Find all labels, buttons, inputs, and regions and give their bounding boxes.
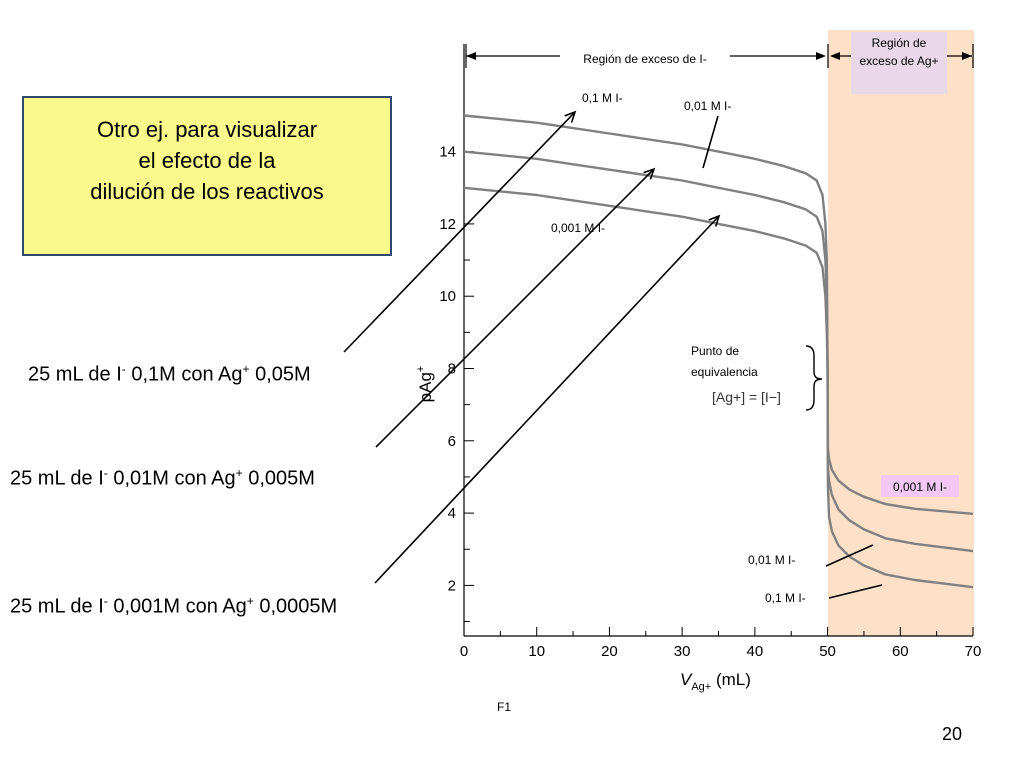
condition-pointer-head <box>643 167 656 180</box>
condition-pointer-head <box>708 214 721 227</box>
region-excess-ag-label: Región de exceso de Ag+ <box>859 36 939 68</box>
annotation-leader <box>828 584 883 599</box>
annotation-bg <box>881 475 959 497</box>
y-tick-label: 12 <box>439 216 456 233</box>
curve-series-5 <box>826 368 974 553</box>
curve-series-2 <box>463 150 829 369</box>
condition-pointer-2 <box>375 168 655 448</box>
equivalence-label-line1: Punto de <box>691 344 739 358</box>
annotation-leader <box>702 115 719 169</box>
page-number: 20 <box>941 724 962 744</box>
condition-pointer-3 <box>374 215 720 584</box>
y-tick-label: 4 <box>448 505 456 522</box>
y-tick-label: 10 <box>439 288 456 305</box>
source-label: F1 <box>497 700 512 714</box>
curve-annotation-label: 0,01 M I- <box>684 99 731 113</box>
excess-ag-region <box>828 30 974 636</box>
x-tick-label: 20 <box>601 643 618 660</box>
curve-series-3 <box>463 186 829 369</box>
x-tick-label: 30 <box>674 643 691 660</box>
note-box: Otro ej. para visualizar el efecto de la… <box>22 96 392 256</box>
curve-annotation-label: 0,001 M I- <box>551 221 605 235</box>
x-tick-label: 60 <box>892 643 909 660</box>
curve-series-6 <box>826 368 974 515</box>
note-line-2: el efecto de la <box>138 148 276 173</box>
condition-pointer-1 <box>343 111 576 353</box>
region-excess-ag: Región de exceso de Ag+ <box>830 32 974 94</box>
condition-pointer-head <box>564 110 577 123</box>
condition-label-3: 25 mL de I- 0,001M con Ag+ 0,0005M <box>10 594 338 618</box>
x-tick-label: 0 <box>460 643 468 660</box>
region-excess-i: Región de exceso de I- <box>465 44 829 68</box>
curves <box>463 114 974 589</box>
y-axis-title: pAg+ <box>415 366 435 403</box>
note-line-1: Otro ej. para visualizar <box>96 117 318 142</box>
y-tick-label: 8 <box>448 361 456 378</box>
x-tick-label: 40 <box>747 643 764 660</box>
condition-pointers <box>343 110 721 584</box>
note-line-3: dilución de los reactivos <box>90 179 324 204</box>
condition-label-1: 25 mL de I- 0,1M con Ag+ 0,05M <box>28 362 311 386</box>
axes: 0 10 20 30 40 50 60 70 2 4 6 8 10 12 14 <box>439 44 981 660</box>
condition-label-2: 25 mL de I- 0,01M con Ag+ 0,005M <box>10 466 315 490</box>
equivalence-label-line2: equivalencia <box>691 365 758 379</box>
x-tick-label: 10 <box>528 643 545 660</box>
x-tick-label: 70 <box>965 643 982 660</box>
curve-series-4 <box>826 368 974 589</box>
curve-annotation-label: 0,1 M I- <box>582 91 623 105</box>
region-excess-i-label: Región de exceso de I- <box>583 52 706 66</box>
equivalence-formula: [Ag+] = [I−] <box>712 389 781 405</box>
y-tick-label: 2 <box>448 577 456 594</box>
x-tick-label: 50 <box>819 643 836 660</box>
y-tick-label: 14 <box>439 144 456 161</box>
equivalence-brace <box>805 345 823 411</box>
equivalence-point-note: Punto de equivalencia [Ag+] = [I−] <box>691 344 823 411</box>
y-tick-label: 6 <box>448 433 456 450</box>
annotation-leader <box>825 544 874 567</box>
curve-annotation-label: 0,1 M I- <box>765 591 806 605</box>
curve-annotation-label: 0,001 M I- <box>893 480 947 494</box>
curve-annotation-label: 0,01 M I- <box>748 553 795 567</box>
x-axis-title: VAg+ (mL) <box>680 670 751 693</box>
curve-series-1 <box>463 114 829 369</box>
